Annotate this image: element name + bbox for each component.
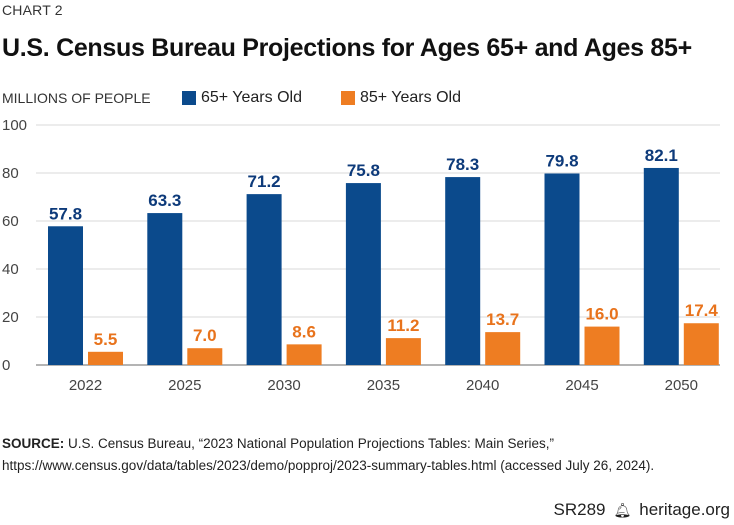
x-tick-label: 2035 [367, 377, 400, 394]
bar-65-plus [345, 183, 381, 365]
source-note: SOURCE: U.S. Census Bureau, “2023 Nation… [2, 433, 732, 477]
source-label: SOURCE: [2, 436, 65, 451]
x-tick-label: 2025 [168, 377, 201, 394]
site-link[interactable]: heritage.org [639, 500, 730, 519]
data-label: 11.2 [387, 316, 419, 335]
bar-65-plus [147, 213, 183, 365]
chart-title: U.S. Census Bureau Projections for Ages … [2, 34, 692, 62]
x-tick-label: 2030 [267, 377, 300, 394]
y-tick-label: 100 [2, 117, 27, 134]
bar-chart: 02040608010057.85.5202263.37.0202571.28.… [2, 117, 720, 394]
bar-65-plus [445, 177, 481, 365]
data-label: 7.0 [193, 326, 217, 345]
chart-kicker: CHART 2 [2, 2, 63, 18]
bar-85-plus [286, 344, 322, 365]
data-label: 17.4 [685, 301, 719, 320]
y-tick-label: 20 [2, 309, 19, 326]
data-label: 63.3 [148, 191, 181, 210]
legend-swatch-85-plus [341, 91, 355, 105]
report-id: SR289 [553, 500, 606, 519]
y-tick-label: 40 [2, 261, 19, 278]
data-label: 75.8 [347, 161, 380, 180]
source-url: https://www.census.gov/data/tables/2023/… [2, 458, 655, 473]
bar-65-plus [643, 167, 679, 365]
data-label: 79.8 [545, 151, 578, 170]
data-label: 5.5 [94, 330, 118, 349]
data-label: 71.2 [248, 172, 281, 191]
legend-item-65-plus: 65+ Years Old [182, 89, 302, 107]
bar-85-plus [584, 326, 620, 365]
data-label: 13.7 [486, 310, 519, 329]
y-tick-label: 60 [2, 213, 19, 230]
source-text: U.S. Census Bureau, “2023 National Popul… [64, 436, 555, 451]
legend-item-85-plus: 85+ Years Old [341, 89, 461, 107]
data-label: 82.1 [645, 146, 678, 165]
bar-85-plus [385, 338, 421, 365]
y-tick-label: 80 [2, 165, 19, 182]
data-label: 8.6 [292, 322, 316, 341]
bar-65-plus [246, 194, 282, 365]
x-tick-label: 2040 [466, 377, 499, 394]
bar-85-plus [683, 323, 719, 365]
footer: SR289 🔔︎ heritage.org [554, 500, 731, 520]
bar-65-plus [48, 226, 83, 365]
legend-label-85-plus: 85+ Years Old [360, 89, 461, 106]
data-label: 16.0 [585, 305, 618, 324]
legend-swatch-65-plus [182, 91, 196, 105]
bar-85-plus [88, 351, 123, 365]
x-tick-label: 2050 [665, 377, 698, 394]
data-label: 78.3 [446, 155, 479, 174]
x-tick-label: 2022 [69, 377, 102, 394]
bar-85-plus [485, 332, 521, 365]
y-tick-label: 0 [2, 357, 10, 374]
bar-85-plus [187, 348, 223, 365]
data-label: 57.8 [49, 204, 82, 223]
legend-label-65-plus: 65+ Years Old [201, 89, 302, 106]
bar-65-plus [544, 173, 580, 365]
x-tick-label: 2045 [565, 377, 598, 394]
y-axis-unit-label: MILLIONS OF PEOPLE [2, 90, 151, 106]
liberty-bell-icon: 🔔︎ [613, 501, 632, 518]
